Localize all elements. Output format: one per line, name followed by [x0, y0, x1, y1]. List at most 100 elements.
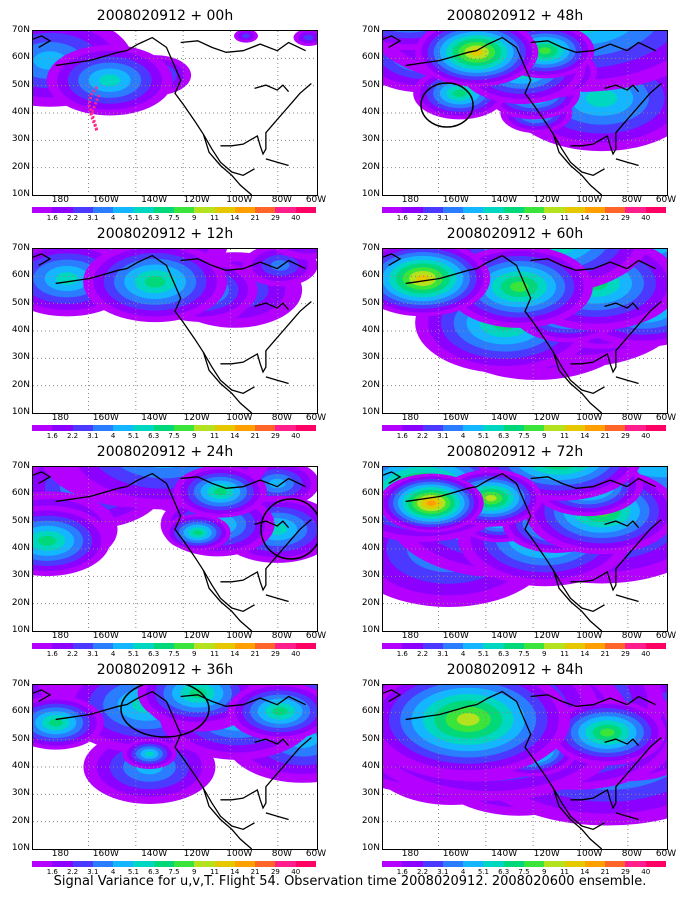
- colorbar-label: 6.3: [498, 214, 510, 222]
- coastline: [265, 812, 289, 821]
- coastline: [254, 84, 290, 93]
- lat-tick-label: 40N: [361, 543, 380, 553]
- lon-tick-label: 140W: [491, 849, 518, 859]
- lat-tick-label: 40N: [11, 761, 30, 771]
- colorbar-swatch: [173, 643, 195, 649]
- colorbar-label: 5.1: [477, 650, 489, 658]
- map-panel-60h: 2008020912 + 60h 70N 60N 50N 40N 30N 20N 10N 180…: [350, 226, 680, 442]
- variance-map: [33, 467, 317, 631]
- colorbar: [382, 425, 666, 431]
- colorbar-swatch: [295, 643, 316, 649]
- colorbar-swatch: [382, 425, 403, 431]
- coastline: [604, 84, 640, 93]
- colorbar-label: 2.2: [416, 214, 429, 222]
- colorbar-label: 14: [580, 432, 590, 440]
- colorbar-label: 1.6: [396, 650, 408, 658]
- variance-map: [383, 31, 667, 195]
- colorbar-label: 11: [210, 432, 220, 440]
- colorbar-swatch: [52, 425, 73, 431]
- map-area: [382, 466, 668, 632]
- colorbar-label: 2.2: [416, 868, 429, 876]
- lon-tick-label: 140W: [141, 849, 168, 859]
- variance-map: [383, 467, 667, 631]
- colorbar-swatch: [214, 425, 235, 431]
- variance-contour: [213, 487, 228, 496]
- colorbar-label: 6.3: [498, 650, 510, 658]
- panel-title: 2008020912 + 84h: [446, 662, 584, 678]
- colorbar-swatch: [72, 425, 93, 431]
- colorbar-label: 7.5: [518, 650, 530, 658]
- lon-tick-label: 160W: [92, 413, 119, 423]
- lat-tick-label: 20N: [11, 597, 30, 608]
- coastline: [137, 36, 255, 177]
- variance-contour: [543, 467, 575, 470]
- coastline: [383, 253, 402, 266]
- colorbar-label: 9: [192, 650, 197, 658]
- colorbar-label: 29: [270, 214, 280, 222]
- colorbar-labels: 1.6 2.2 3.1 4 5.1 6.3 7.5 9 11 14 21 29 40: [32, 869, 316, 878]
- lon-tick-label: 120W: [183, 413, 210, 423]
- lat-tick-label: 60N: [361, 52, 380, 63]
- lat-tick-label: 60N: [11, 52, 30, 63]
- colorbar-swatch: [463, 861, 484, 867]
- colorbar-label: 4: [460, 432, 466, 440]
- map-area: [382, 30, 668, 196]
- colorbar-label: 3.1: [87, 868, 99, 876]
- highlight-circle: [120, 685, 210, 738]
- coastline: [615, 376, 639, 385]
- lat-tick-label: 20N: [11, 815, 30, 826]
- variance-contour: [144, 751, 154, 757]
- lat-tick-label: 30N: [361, 134, 380, 145]
- colorbar-labels: 1.6 2.2 3.1 4 5.1 6.3 7.5 9 11 14 21 29 40: [382, 869, 666, 878]
- lat-tick-label: 30N: [11, 352, 30, 363]
- colorbar-swatch: [113, 643, 134, 649]
- colorbar-label: 4: [460, 650, 466, 658]
- colorbar-swatch: [194, 425, 215, 431]
- lon-tick-label: 120W: [183, 849, 210, 859]
- coastline: [604, 520, 640, 529]
- colorbar-label: 4: [110, 432, 116, 440]
- lon-tick-label: 60W: [655, 413, 677, 423]
- coastline: [55, 43, 139, 67]
- coastline: [383, 35, 402, 48]
- colorbar-label: 7.5: [168, 214, 180, 222]
- colorbar-label: 40: [641, 868, 651, 876]
- variance-contour: [303, 34, 314, 41]
- coastline: [137, 472, 255, 613]
- variance-contour: [99, 74, 121, 87]
- lon-tick-label: 60W: [655, 195, 677, 205]
- colorbar-label: 6.3: [148, 432, 160, 440]
- colorbar-label: 29: [620, 432, 630, 440]
- lon-tick-label: 80W: [271, 849, 293, 859]
- lat-tick-label: 60N: [11, 706, 30, 717]
- panel-title: 2008020912 + 72h: [446, 444, 584, 460]
- colorbar-label: 9: [192, 214, 197, 222]
- colorbar-swatch: [605, 861, 626, 867]
- lat-tick-label: 50N: [11, 79, 30, 90]
- colorbar-swatch: [255, 207, 276, 213]
- colorbar-swatch: [234, 861, 256, 867]
- lat-tick-label: 30N: [11, 570, 30, 581]
- panel-title: 2008020912 + 36h: [96, 662, 234, 678]
- colorbar-label: 21: [600, 650, 610, 658]
- panel-title: 2008020912 + 00h: [96, 8, 234, 24]
- lon-tick-label: 180: [401, 849, 419, 859]
- lat-tick-label: 50N: [361, 79, 380, 90]
- colorbar: [382, 861, 666, 867]
- coastline: [180, 40, 306, 53]
- variance-contour: [38, 535, 57, 546]
- variance-contour: [453, 89, 467, 98]
- colorbar-label: 5.1: [127, 868, 139, 876]
- colorbar-label: 29: [270, 650, 280, 658]
- colorbar-swatch: [92, 861, 114, 867]
- coastline: [137, 254, 255, 395]
- lat-tick-label: 20N: [361, 815, 380, 826]
- variance-map: [33, 249, 317, 413]
- colorbar-label: 7.5: [518, 432, 530, 440]
- lat-tick-label: 10N: [11, 407, 30, 417]
- coastline: [615, 812, 639, 821]
- colorbar-label: 6.3: [148, 214, 160, 222]
- map-panel-48h: 2008020912 + 48h 70N 60N 50N 40N 30N 20N 10N 180…: [350, 8, 680, 224]
- colorbar-swatch: [544, 207, 565, 213]
- flight-track: [87, 86, 101, 132]
